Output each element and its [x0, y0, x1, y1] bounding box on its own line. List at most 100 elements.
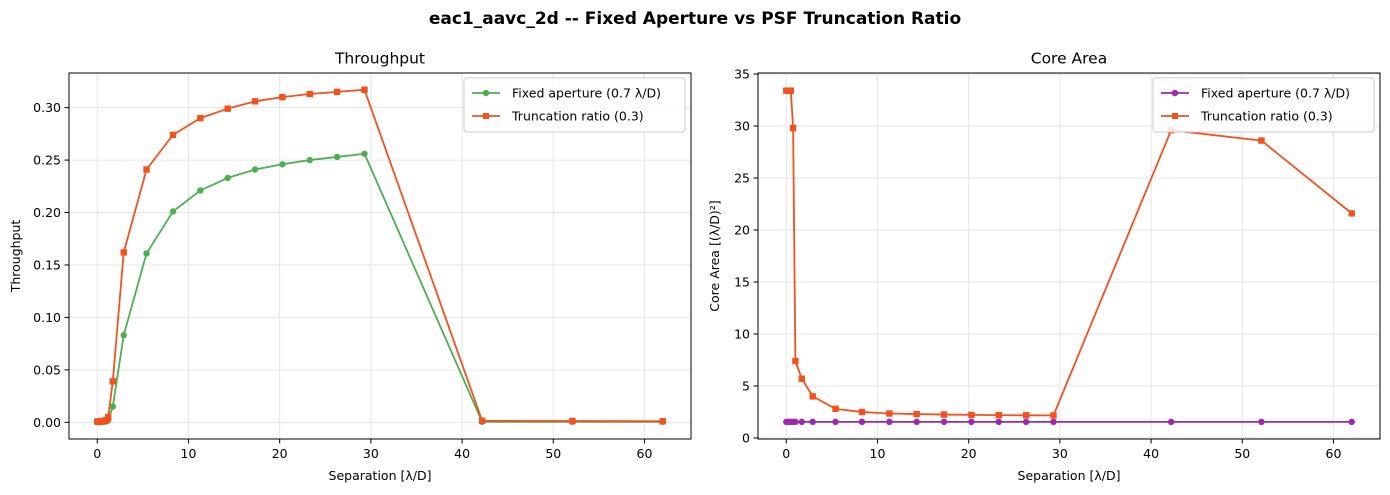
- throughput-series: [94, 86, 666, 426]
- throughput-panel: Throughput 0 10 20 30 40 50 60 0.00 0.05 0.10 0.1…: [8, 50, 692, 483]
- throughput-data-point-fixed: [251, 166, 259, 173]
- core-area-y-ticks: 0 5 10 15 20 25 30 35: [734, 67, 758, 445]
- throughput-x-axis-label: Separation [λ/D]: [329, 468, 432, 483]
- core-area-y-tick-label: 10: [734, 326, 750, 341]
- throughput-series-line-fixed: [97, 152, 663, 424]
- core-area-data-point-truncation: [809, 393, 816, 400]
- core-area-data-point-fixed: [1050, 418, 1057, 426]
- throughput-legend-label-fixed: Fixed aperture (0.7 λ/D): [512, 86, 661, 101]
- throughput-title: Throughput: [334, 50, 425, 68]
- core-area-data-point-fixed: [1258, 418, 1265, 426]
- core-area-data-point-fixed: [968, 418, 975, 426]
- throughput-data-point-fixed: [361, 150, 368, 157]
- core-area-legend-label-fixed: Fixed aperture (0.7 λ/D): [1201, 86, 1350, 101]
- core-area-data-point-truncation: [995, 411, 1002, 419]
- core-area-data-point-truncation: [798, 375, 805, 382]
- core-area-x-tick-label: 10: [870, 446, 886, 461]
- throughput-data-point-truncation: [333, 88, 341, 96]
- core-area-data-point-truncation: [789, 124, 797, 132]
- throughput-y-tick-label: 0.30: [33, 100, 61, 115]
- core-area-data-point-fixed: [1022, 418, 1030, 426]
- throughput-data-point-truncation: [569, 417, 576, 425]
- throughput-y-tick-label: 0.05: [33, 362, 61, 377]
- core-area-data-point-truncation: [886, 410, 893, 417]
- throughput-data-point-fixed: [197, 187, 204, 194]
- throughput-series-line-truncation: [97, 88, 663, 423]
- core-area-data-point-truncation: [1348, 210, 1355, 217]
- throughput-legend-box: [463, 77, 686, 133]
- core-area-x-tick-label: 50: [1234, 446, 1250, 461]
- core-area-y-tick-label: 25: [734, 171, 750, 186]
- core-area-data-point-truncation: [858, 408, 866, 416]
- throughput-y-axis-label: Throughput: [8, 220, 23, 294]
- throughput-data-point-fixed: [306, 156, 313, 164]
- core-area-data-point-truncation: [1050, 412, 1057, 419]
- core-area-data-point-truncation: [913, 410, 920, 418]
- core-area-plot-frame: [757, 72, 1381, 440]
- core-area-y-tick-label: 5: [742, 378, 750, 393]
- throughput-x-tick-label: 50: [545, 446, 561, 461]
- core-area-y-tick-label: 0: [742, 430, 750, 445]
- core-area-data-point-truncation: [1258, 137, 1265, 144]
- core-area-x-tick-label: 20: [961, 446, 977, 461]
- core-area-grid: [758, 73, 1380, 439]
- throughput-legend-marker-fixed: [482, 89, 490, 97]
- core-area-data-point-truncation: [940, 411, 948, 418]
- core-area-data-point-truncation: [787, 87, 795, 94]
- throughput-data-point-truncation: [279, 93, 286, 101]
- throughput-data-point-truncation: [659, 418, 666, 425]
- core-area-x-tick-label: 0: [782, 446, 790, 461]
- throughput-data-point-truncation: [224, 105, 231, 112]
- core-area-data-point-truncation: [1022, 412, 1030, 419]
- core-area-x-ticks: 0 10 20 30 40 50 60: [782, 439, 1341, 461]
- core-area-data-point-fixed: [792, 418, 799, 426]
- throughput-x-tick-label: 20: [272, 446, 288, 461]
- throughput-y-ticks: 0.00 0.05 0.10 0.15 0.20 0.25 0.30: [33, 100, 69, 430]
- core-area-y-axis-label: Core Area [(λ/D)²]: [707, 200, 722, 311]
- throughput-data-point-fixed: [120, 332, 127, 339]
- core-area-y-tick-label: 30: [734, 119, 750, 134]
- throughput-data-point-truncation: [251, 98, 259, 105]
- throughput-data-point-truncation: [109, 378, 116, 385]
- core-area-data-point-fixed: [858, 418, 866, 426]
- core-area-title: Core Area: [1031, 50, 1107, 68]
- throughput-data-point-fixed: [169, 208, 177, 215]
- core-area-data-point-fixed: [809, 418, 816, 426]
- throughput-data-point-truncation: [361, 86, 368, 93]
- throughput-x-ticks: 0 10 20 30 40 50 60: [93, 439, 652, 461]
- throughput-legend-label-truncation: Truncation ratio (0.3): [511, 109, 644, 124]
- core-area-data-point-fixed: [1167, 418, 1175, 426]
- core-area-x-tick-label: 40: [1143, 446, 1159, 461]
- core-area-data-point-fixed: [832, 418, 839, 426]
- core-area-x-axis-label: Separation [λ/D]: [1018, 468, 1121, 483]
- core-area-data-point-truncation: [832, 405, 839, 413]
- core-area-data-point-fixed: [798, 418, 805, 426]
- throughput-data-point-truncation: [197, 114, 204, 122]
- core-area-data-point-fixed: [913, 418, 920, 426]
- throughput-data-point-truncation: [306, 90, 313, 98]
- core-area-data-point-truncation: [792, 357, 799, 365]
- throughput-data-point-fixed: [279, 161, 286, 168]
- core-area-series: [783, 87, 1355, 426]
- throughput-data-point-truncation: [169, 131, 177, 139]
- throughput-data-point-truncation: [105, 413, 112, 421]
- throughput-y-tick-label: 0.25: [33, 153, 61, 168]
- throughput-x-tick-label: 0: [93, 446, 101, 461]
- throughput-y-tick-label: 0.15: [33, 257, 61, 272]
- throughput-data-point-truncation: [143, 166, 150, 173]
- core-area-series-line-truncation: [786, 89, 1353, 417]
- core-area-legend-box: [1152, 77, 1375, 133]
- throughput-x-tick-label: 10: [181, 446, 197, 461]
- throughput-data-point-fixed: [143, 250, 150, 257]
- core-area-data-point-fixed: [940, 418, 948, 426]
- core-area-legend-label-truncation: Truncation ratio (0.3): [1200, 109, 1333, 124]
- throughput-y-tick-label: 0.10: [33, 310, 61, 325]
- throughput-data-point-truncation: [478, 417, 486, 424]
- throughput-data-point-fixed: [224, 174, 231, 182]
- throughput-y-tick-label: 0.20: [33, 205, 61, 220]
- throughput-data-point-truncation: [120, 249, 127, 256]
- core-area-y-tick-label: 20: [734, 223, 750, 238]
- throughput-data-point-fixed: [333, 153, 341, 161]
- core-area-legend-marker-fixed: [1171, 89, 1179, 97]
